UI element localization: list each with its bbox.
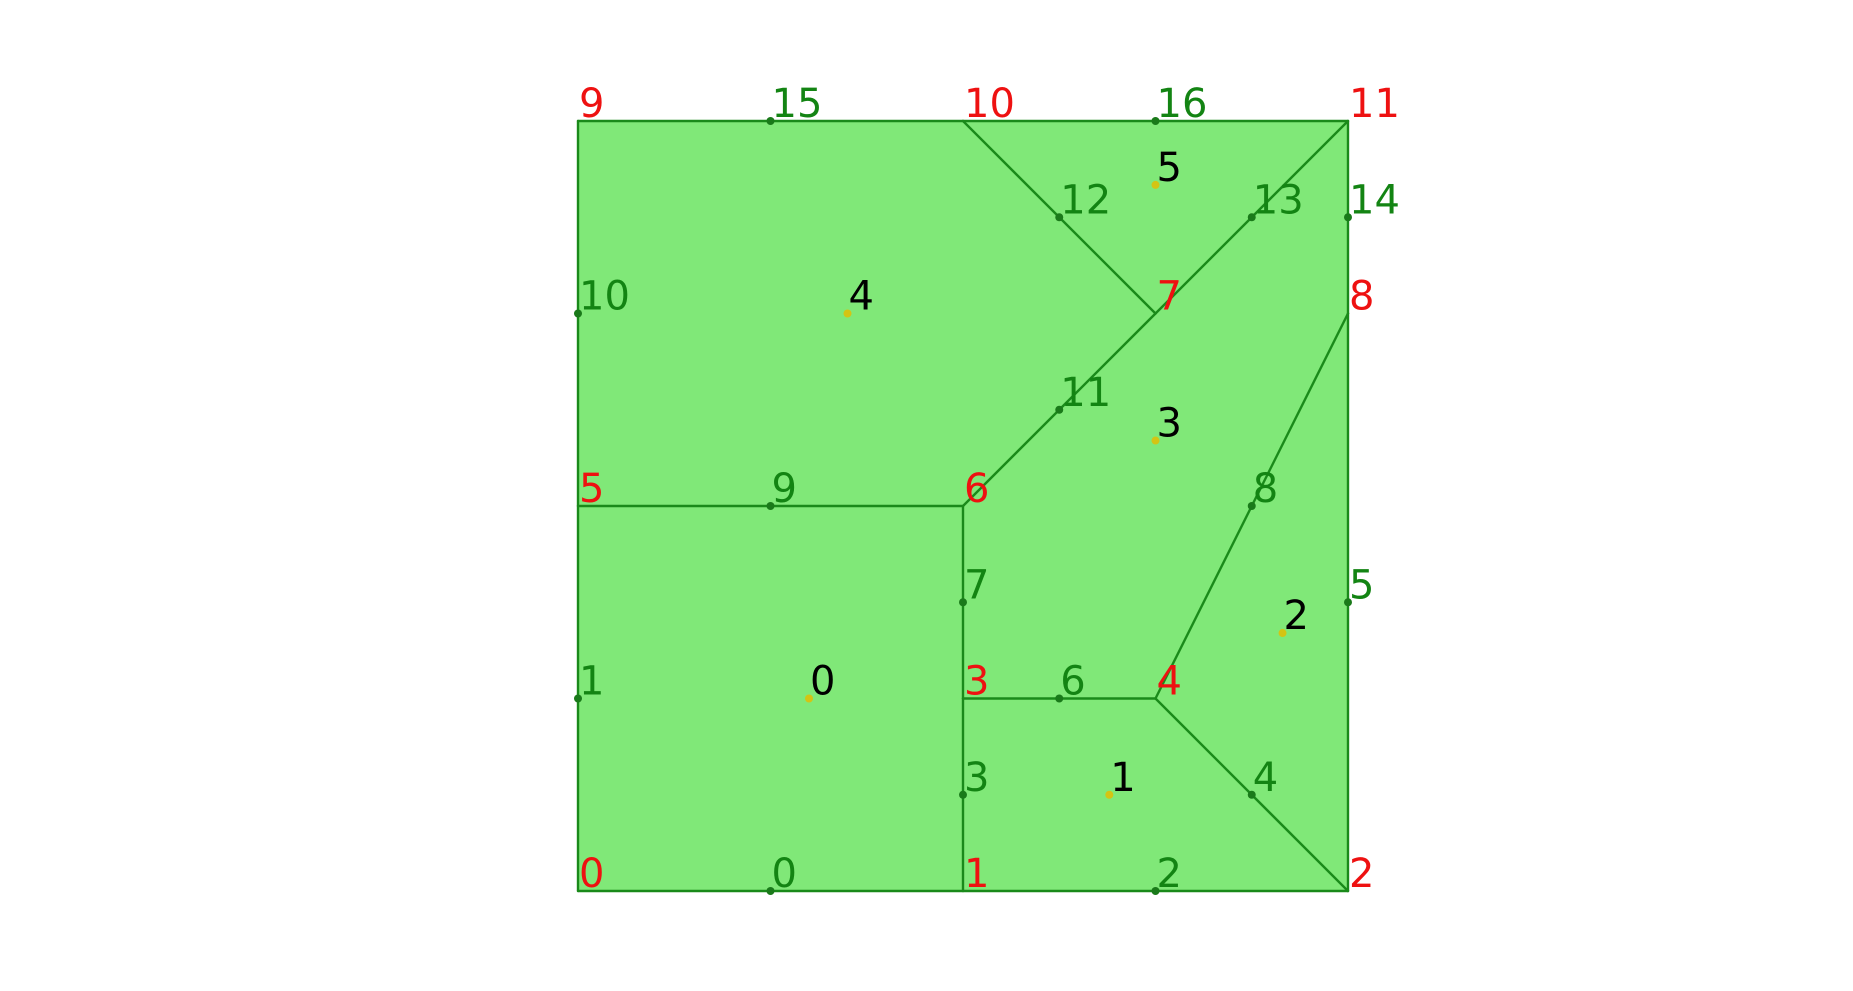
edge-midpoint-marker: [766, 117, 775, 125]
edge-label-11: 11: [1060, 370, 1111, 416]
edge-midpoint-marker: [1055, 694, 1064, 703]
edge-midpoint-marker: [1055, 213, 1064, 222]
edge-label-14: 14: [1349, 177, 1400, 223]
face-label-2: 2: [1284, 593, 1309, 639]
edge-label-7: 7: [964, 562, 989, 608]
vertex-label-8: 8: [1349, 274, 1374, 320]
face-center-marker: [1278, 629, 1287, 638]
edge-label-1: 1: [579, 659, 604, 705]
face-label-0: 0: [810, 659, 835, 705]
edge-label-12: 12: [1060, 177, 1111, 223]
face-label-1: 1: [1110, 755, 1135, 801]
face-label-5: 5: [1157, 145, 1182, 191]
vertex-label-2: 2: [1349, 851, 1374, 897]
edge-midpoint-marker: [1151, 117, 1160, 125]
edge-label-9: 9: [772, 466, 797, 512]
face-center-marker: [1151, 436, 1160, 445]
edge-label-3: 3: [964, 755, 989, 801]
edge-midpoint-marker: [959, 790, 967, 799]
vertex-label-5: 5: [579, 466, 604, 512]
edge-label-4: 4: [1253, 755, 1278, 801]
face-label-4: 4: [849, 274, 874, 320]
edge-label-2: 2: [1157, 851, 1182, 897]
edge-midpoint-marker: [1344, 213, 1352, 222]
edge-midpoint-marker: [1247, 502, 1256, 510]
edge-midpoint-marker: [574, 309, 582, 318]
edge-label-16: 16: [1157, 81, 1208, 127]
face-center-marker: [843, 309, 852, 318]
edge-midpoint-marker: [1151, 887, 1160, 895]
edge-midpoint-marker: [959, 598, 967, 607]
edge-midpoint-marker: [766, 887, 775, 895]
edge-label-6: 6: [1060, 659, 1085, 705]
edge-midpoint-marker: [766, 502, 775, 510]
edge-label-10: 10: [579, 274, 630, 320]
edge-label-0: 0: [772, 851, 797, 897]
vertex-label-0: 0: [579, 851, 604, 897]
edge-label-5: 5: [1349, 562, 1374, 608]
edge-label-13: 13: [1253, 177, 1304, 223]
edge-midpoint-marker: [1247, 213, 1256, 222]
edge-midpoint-marker: [1344, 598, 1352, 607]
vertex-label-4: 4: [1157, 659, 1182, 705]
edge-label-15: 15: [772, 81, 823, 127]
edge-midpoint-marker: [1247, 790, 1256, 799]
vertex-label-6: 6: [964, 466, 989, 512]
vertex-label-11: 11: [1349, 81, 1400, 127]
edge-midpoint-marker: [574, 694, 582, 703]
vertex-label-7: 7: [1157, 274, 1182, 320]
face-label-3: 3: [1157, 401, 1182, 447]
edge-markers-group: [574, 117, 1352, 895]
vertex-label-9: 9: [579, 81, 604, 127]
face-center-marker: [805, 694, 813, 703]
face-center-marker: [1105, 790, 1114, 799]
vertex-label-3: 3: [964, 659, 989, 705]
edge-label-8: 8: [1253, 466, 1278, 512]
edge-midpoint-marker: [1055, 405, 1064, 414]
face-markers-group: [805, 180, 1287, 799]
vertex-label-1: 1: [964, 851, 989, 897]
face-center-marker: [1151, 180, 1160, 189]
vertex-label-10: 10: [964, 81, 1015, 127]
